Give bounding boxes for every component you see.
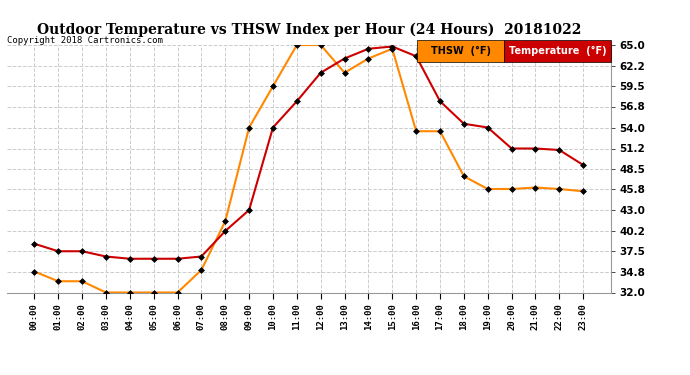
Title: Outdoor Temperature vs THSW Index per Hour (24 Hours)  20181022: Outdoor Temperature vs THSW Index per Ho… [37, 23, 581, 38]
Text: Copyright 2018 Cartronics.com: Copyright 2018 Cartronics.com [7, 36, 163, 45]
